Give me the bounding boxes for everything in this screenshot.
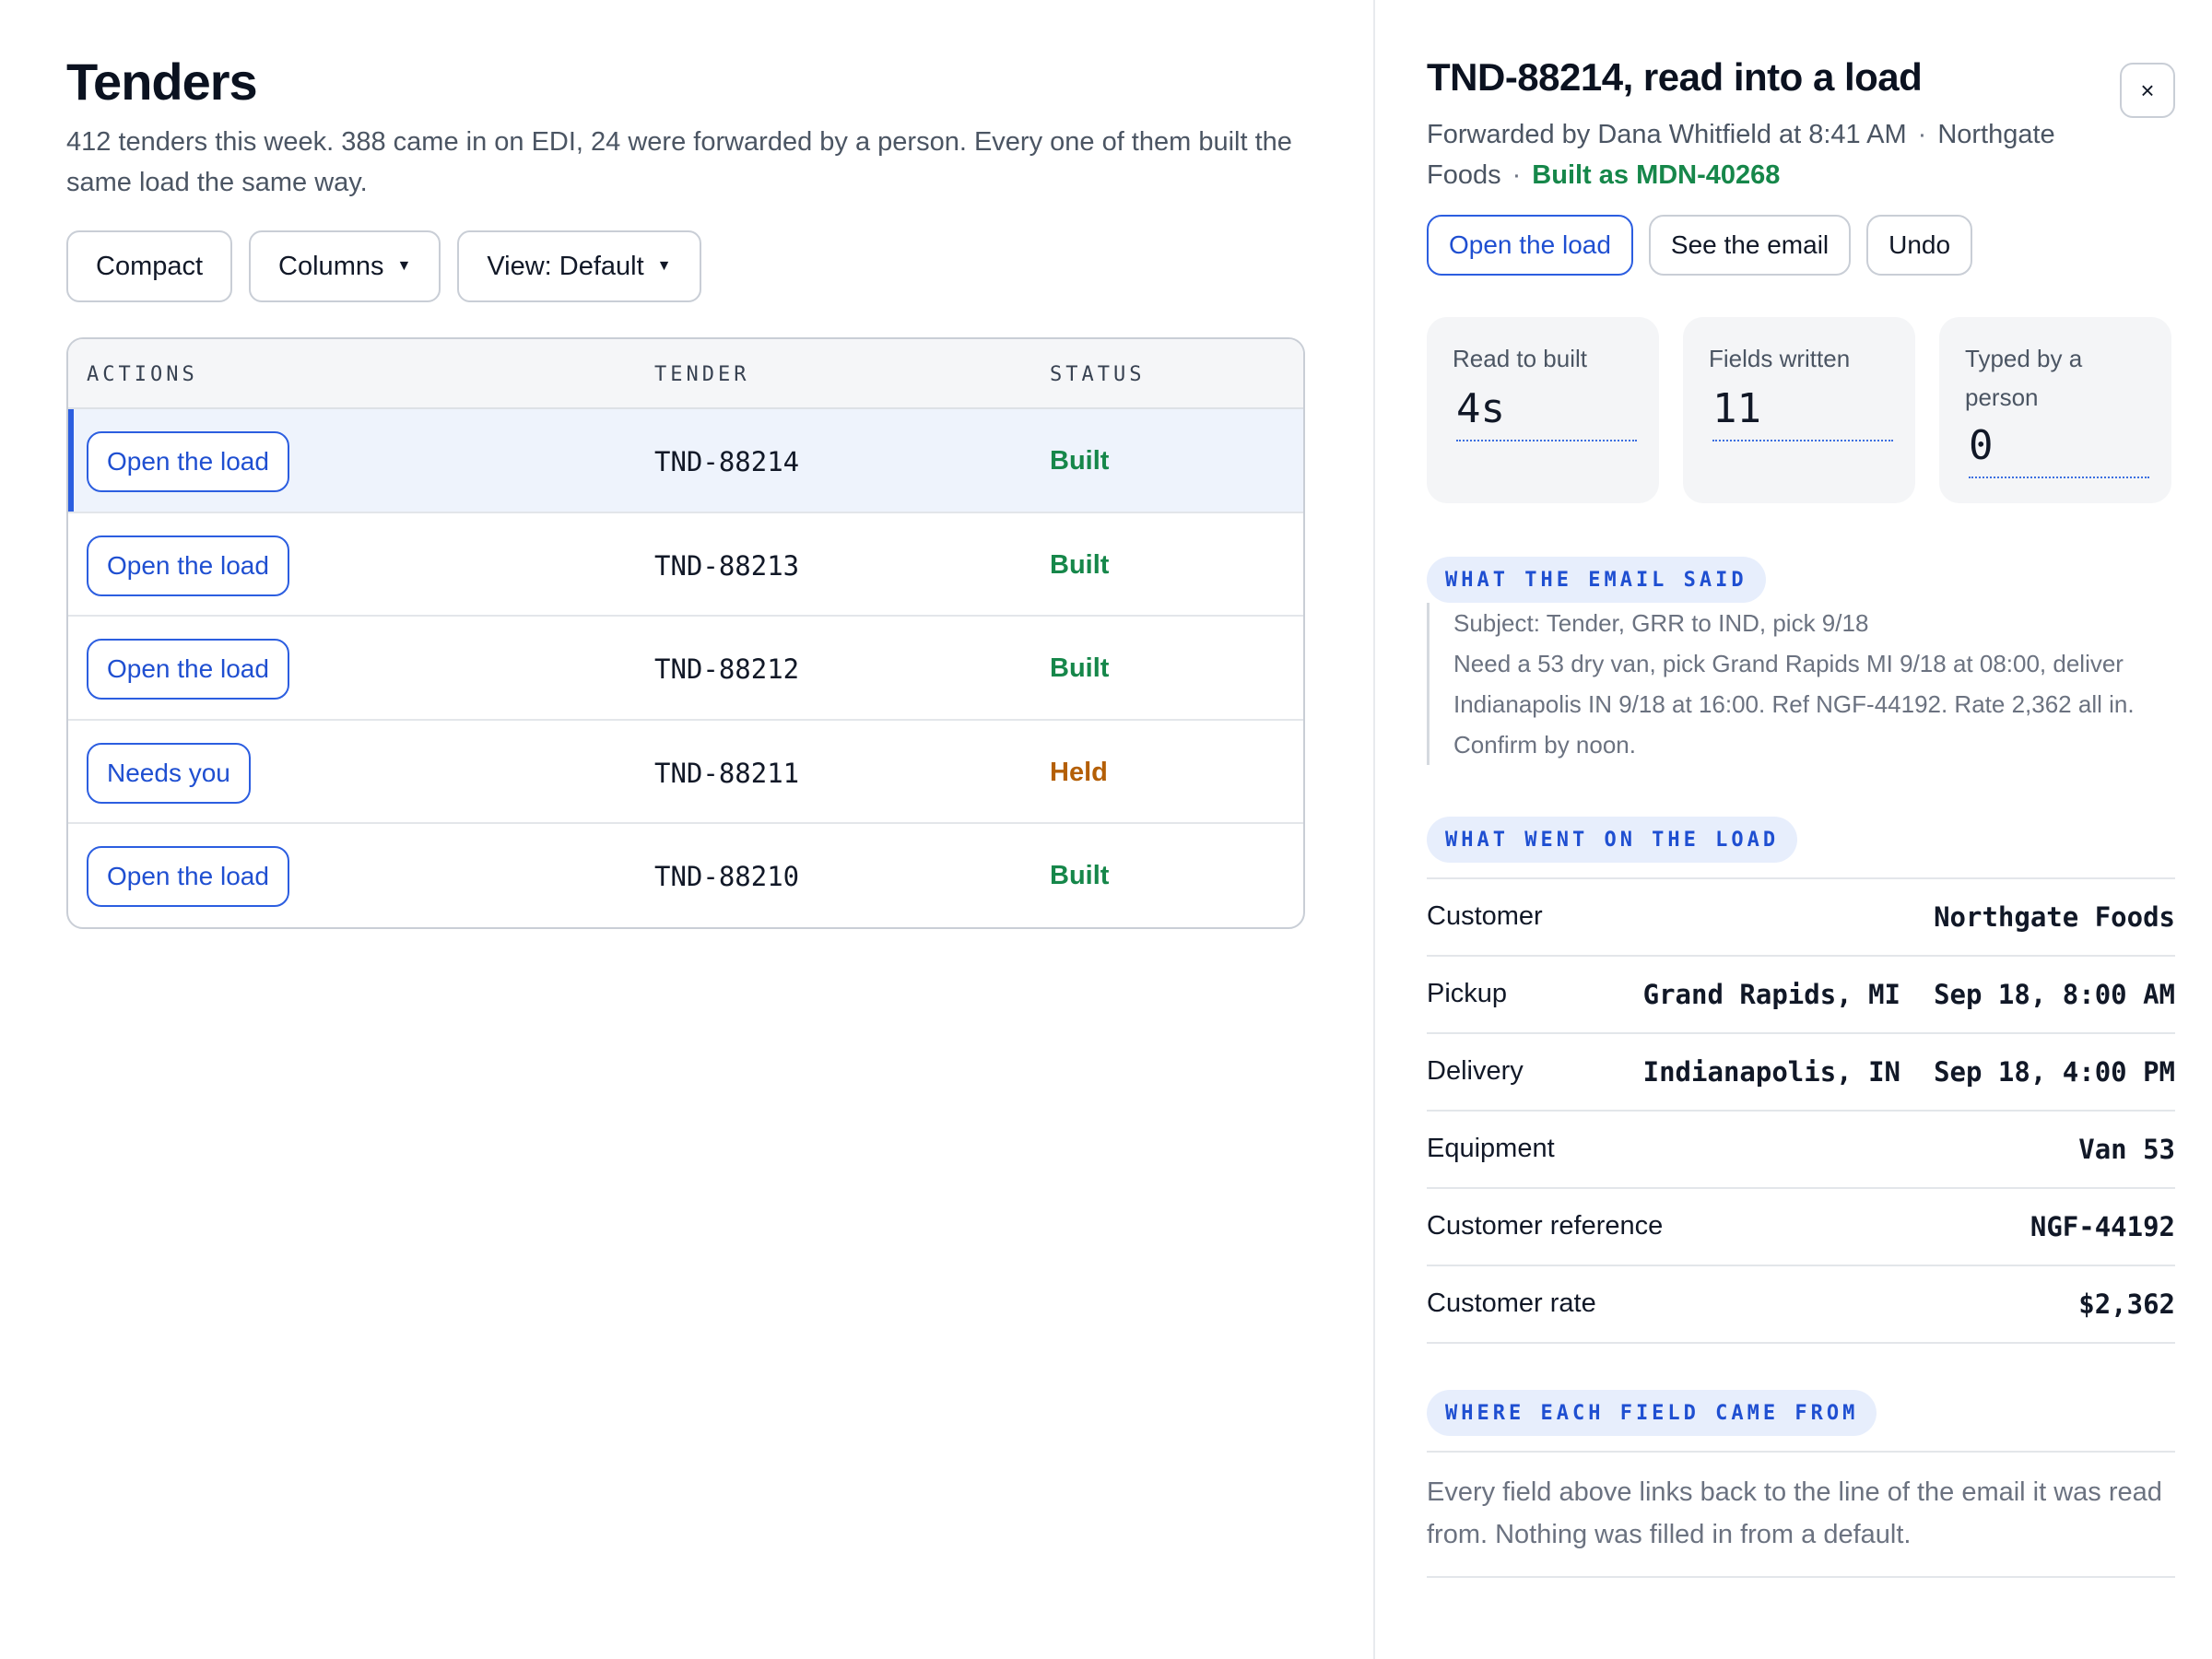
stat-label: Read to built	[1453, 345, 1587, 372]
tender-id: TND-88214	[654, 446, 800, 477]
stat-card-fields-written: Fields written 11	[1683, 317, 1915, 503]
status-badge: Built	[1050, 549, 1110, 580]
field-row-customer-reference: Customer reference NGF-44192	[1427, 1189, 2175, 1266]
table-row[interactable]: Open the load TND-88213 Built	[68, 513, 1303, 617]
field-value[interactable]: NGF-44192	[2030, 1211, 2175, 1242]
column-header-status[interactable]: STATUS	[1050, 363, 1146, 386]
field-value[interactable]: Northgate Foods	[1934, 901, 2175, 933]
stat-value[interactable]: 4s	[1456, 385, 1637, 441]
detail-panel: TND-88214, read into a load × Forwarded …	[1375, 0, 2212, 1659]
field-row-customer-rate: Customer rate $2,362	[1427, 1266, 2175, 1344]
open-load-button[interactable]: Open the load	[87, 846, 289, 907]
compact-label: Compact	[96, 251, 204, 281]
open-load-button[interactable]: Open the load	[87, 639, 289, 700]
source-note: Every field above links back to the line…	[1427, 1451, 2175, 1578]
column-header-tender[interactable]: TENDER	[654, 363, 750, 386]
detail-meta: Forwarded by Dana Whitfield at 8:41 AM · N…	[1427, 114, 2127, 195]
meta-separator: ·	[1512, 160, 1522, 190]
field-place[interactable]: Grand Rapids, MI	[1642, 979, 1900, 1010]
open-load-button[interactable]: Open the load	[1427, 215, 1633, 276]
stats-row: Read to built 4s Fields written 11 Typed…	[1427, 317, 2171, 503]
stat-value[interactable]: 0	[1969, 422, 2149, 478]
section-tag-source: WHERE EACH FIELD CAME FROM	[1427, 1390, 1877, 1436]
customer-name: Northgate Foods	[1427, 120, 2055, 190]
columns-dropdown[interactable]: Columns ▼	[249, 230, 441, 302]
caret-down-icon: ▼	[656, 258, 672, 274]
table-row[interactable]: Open the load TND-88214 Built	[68, 409, 1303, 513]
field-label: Customer reference	[1427, 1211, 1664, 1241]
email-body: Need a 53 dry van, pick Grand Rapids MI …	[1453, 650, 2135, 759]
field-label: Customer	[1427, 901, 1543, 931]
table-row[interactable]: Open the load TND-88210 Built	[68, 824, 1303, 927]
table-row[interactable]: Open the load TND-88212 Built	[68, 617, 1303, 721]
status-badge: Built	[1050, 861, 1110, 890]
field-label: Customer rate	[1427, 1288, 1596, 1318]
status-badge: Built	[1050, 653, 1110, 683]
detail-actions: Open the load See the email Undo	[1427, 215, 1973, 276]
toolbar: Compact Columns ▼ View: Default ▼	[66, 230, 701, 302]
tender-id: TND-88211	[654, 757, 800, 789]
field-label: Pickup	[1427, 979, 1508, 1008]
tenders-pane: Tenders 412 tenders this week. 388 came …	[66, 53, 1305, 929]
close-button[interactable]: ×	[2120, 63, 2175, 118]
table-row[interactable]: Needs you TND-88211 Held	[68, 721, 1303, 824]
open-load-button[interactable]: Open the load	[87, 431, 289, 492]
built-as-status: Built as MDN-40268	[1532, 160, 1781, 190]
field-value[interactable]: Sep 18, 8:00 AM	[1934, 979, 2175, 1010]
status-badge: Built	[1050, 446, 1110, 476]
undo-button[interactable]: Undo	[1866, 215, 1973, 276]
field-value[interactable]: Sep 18, 4:00 PM	[1934, 1056, 2175, 1088]
field-value[interactable]: Van 53	[2078, 1134, 2175, 1165]
page-title: Tenders	[66, 53, 258, 111]
compact-button[interactable]: Compact	[66, 230, 233, 302]
stat-card-read-to-built: Read to built 4s	[1427, 317, 1659, 503]
stat-label: Typed by a person	[1965, 345, 2083, 411]
field-row-pickup: Pickup Grand Rapids, MI Sep 18, 8:00 AM	[1427, 957, 2175, 1034]
field-row-customer: Customer Northgate Foods	[1427, 879, 2175, 957]
field-label: Equipment	[1427, 1134, 1555, 1163]
tenders-table: ACTIONS TENDER STATUS Open the load TND-…	[66, 337, 1305, 929]
meta-separator: ·	[1917, 120, 1927, 149]
section-tag-load: WHAT WENT ON THE LOAD	[1427, 817, 1798, 863]
column-header-actions[interactable]: ACTIONS	[87, 363, 198, 386]
detail-title: TND-88214, read into a load	[1427, 55, 1923, 99]
needs-you-button[interactable]: Needs you	[87, 742, 251, 804]
stat-card-typed-by-person: Typed by a person 0	[1939, 317, 2171, 503]
view-label: View: Default	[487, 251, 644, 281]
open-load-button[interactable]: Open the load	[87, 535, 289, 596]
pane-divider	[1373, 0, 1375, 1659]
caret-down-icon: ▼	[396, 258, 412, 274]
load-fields: Customer Northgate Foods Pickup Grand Ra…	[1427, 877, 2175, 1344]
field-label: Delivery	[1427, 1056, 1524, 1086]
stat-label: Fields written	[1709, 345, 1851, 372]
field-place[interactable]: Indianapolis, IN	[1642, 1056, 1900, 1088]
forwarded-by: Forwarded by Dana Whitfield at 8:41 AM	[1427, 120, 1907, 149]
status-badge: Held	[1050, 757, 1108, 787]
view-dropdown[interactable]: View: Default ▼	[457, 230, 701, 302]
table-header: ACTIONS TENDER STATUS	[68, 339, 1303, 409]
field-row-delivery: Delivery Indianapolis, IN Sep 18, 4:00 P…	[1427, 1034, 2175, 1112]
page-description: 412 tenders this week. 388 came in on ED…	[66, 127, 1292, 197]
email-subject: Subject: Tender, GRR to IND, pick 9/18	[1453, 609, 1869, 637]
field-row-equipment: Equipment Van 53	[1427, 1112, 2175, 1189]
field-value[interactable]: $2,362	[2078, 1288, 2175, 1320]
columns-label: Columns	[278, 251, 384, 281]
email-quote: Subject: Tender, GRR to IND, pick 9/18 N…	[1427, 603, 2175, 765]
close-icon: ×	[2140, 76, 2155, 104]
see-email-button[interactable]: See the email	[1648, 215, 1852, 276]
tender-id: TND-88210	[654, 861, 800, 892]
tender-id: TND-88212	[654, 653, 800, 685]
stat-value[interactable]: 11	[1712, 385, 1893, 441]
section-tag-email: WHAT THE EMAIL SAID	[1427, 557, 1766, 603]
tender-id: TND-88213	[654, 549, 800, 582]
